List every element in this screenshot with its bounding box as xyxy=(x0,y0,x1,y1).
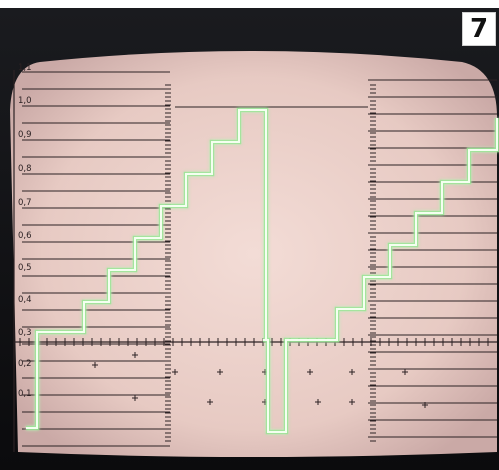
scale-label: 0,7 xyxy=(18,198,32,208)
figure-number-badge: 7 xyxy=(462,12,496,46)
scale-labels: 1,1 1,0 0,9 0,8 0,7 0,6 0,5 0,4 0,3 0,2 0,1 xyxy=(18,63,32,399)
scale-label: 0,6 xyxy=(18,231,32,241)
scale-label: 0,2 xyxy=(18,359,32,369)
scale-label: 0,1 xyxy=(18,389,32,399)
scale-label: 0,8 xyxy=(18,164,32,174)
scale-label: 0,4 xyxy=(18,295,32,305)
waveform-trace xyxy=(26,107,499,435)
scale-label: 1,0 xyxy=(18,96,32,106)
scale-label: 1,1 xyxy=(18,63,32,73)
scale-label: 0,3 xyxy=(18,328,32,338)
scale-label: 0,5 xyxy=(18,263,32,273)
scale-label: 0,9 xyxy=(18,130,32,140)
